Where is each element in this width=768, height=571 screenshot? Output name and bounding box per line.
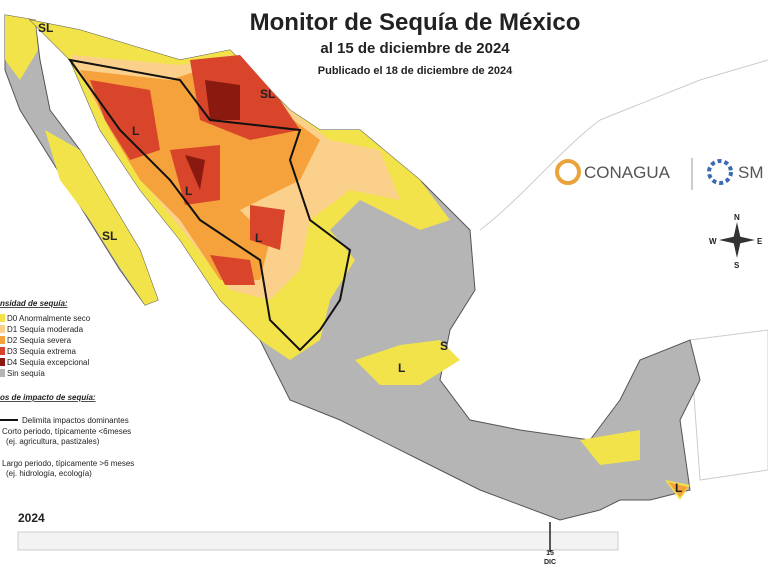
legend-item: D0 Anormalmente seco xyxy=(7,314,91,323)
map-label: SL xyxy=(38,21,53,35)
map-label: L xyxy=(675,481,682,495)
legend-item: (ej. hidrología, ecología) xyxy=(6,469,92,478)
legend-swatch xyxy=(0,314,5,322)
legend-swatch xyxy=(0,369,5,377)
caribbean xyxy=(689,329,768,481)
published: Publicado el 18 de diciembre de 2024 xyxy=(318,65,513,77)
smn-icon xyxy=(707,159,733,185)
d0-area xyxy=(5,15,38,80)
conagua-logo: CONAGUA xyxy=(584,163,671,182)
title: Monitor de Sequía de México xyxy=(250,9,581,36)
legend: nsidad de sequía: D0 Anormalmente seco D… xyxy=(0,299,134,478)
smn-logo: SM xyxy=(738,163,764,182)
us-coast xyxy=(479,59,768,231)
legend-item: D1 Sequía moderada xyxy=(7,325,84,334)
d0-area xyxy=(45,130,158,305)
map-label: L xyxy=(132,124,139,138)
subtitle: al 15 de diciembre de 2024 xyxy=(320,40,510,57)
legend-swatch xyxy=(0,358,5,366)
impact-boundary xyxy=(67,58,352,352)
compass-label: S xyxy=(734,261,740,270)
legend-swatch xyxy=(0,325,5,333)
legend-item: Delimita impactos dominantes xyxy=(22,416,129,425)
legend-item: D2 Sequía severa xyxy=(7,336,72,345)
d4-area xyxy=(185,80,240,190)
compass-label: E xyxy=(757,237,763,246)
timeline-year: 2024 xyxy=(18,511,45,525)
map-label: S xyxy=(440,339,448,353)
legend-item: D4 Sequía excepcional xyxy=(7,358,90,367)
legend-swatch xyxy=(0,336,5,344)
d2-area xyxy=(668,482,688,497)
conagua-icon xyxy=(555,159,581,185)
timeline-month: DIC xyxy=(544,559,556,566)
map-label: L xyxy=(185,184,192,198)
legend-item: D3 Sequía extrema xyxy=(7,347,76,356)
compass-label: N xyxy=(734,213,740,222)
legend-item: Sin sequía xyxy=(7,369,45,378)
map-label: SL xyxy=(260,87,275,101)
legend-title: os de impacto de sequía: xyxy=(0,393,96,402)
legend-swatch xyxy=(0,347,5,355)
legend-title: nsidad de sequía: xyxy=(0,299,68,308)
d0-area xyxy=(355,340,690,500)
legend-item: Corto periodo, típicamente <6meses xyxy=(2,427,131,436)
timeline-day: 15 xyxy=(546,550,554,557)
map-label: L xyxy=(398,361,405,375)
map-label: L xyxy=(255,231,262,245)
legend-item: Largo periodo, típicamente >6 meses xyxy=(2,459,134,468)
map-label: SL xyxy=(102,229,117,243)
timeline-bar xyxy=(17,531,619,551)
compass-label: W xyxy=(709,237,717,246)
legend-item: (ej. agricultura, pastizales) xyxy=(6,437,100,446)
compass xyxy=(719,222,755,258)
